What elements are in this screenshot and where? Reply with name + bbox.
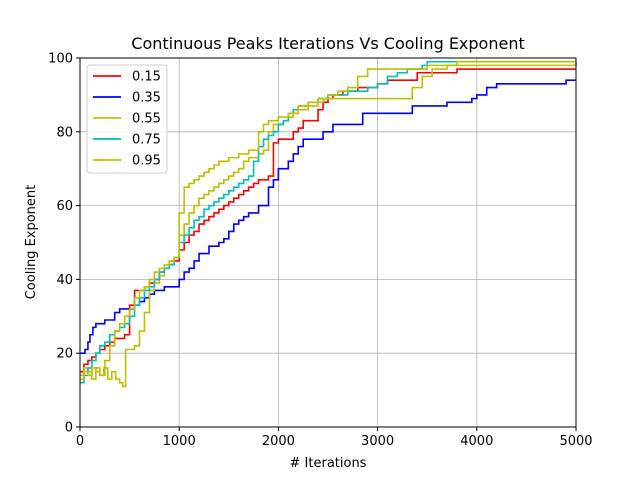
x-tick-label: 0 (76, 434, 84, 449)
x-tick-label: 5000 (559, 434, 592, 449)
x-axis-ticks: 0 1000 2000 3000 4000 5000 (76, 427, 593, 449)
series-lines (80, 60, 577, 388)
y-tick-label: 40 (56, 273, 73, 288)
x-tick-label: 1000 (163, 434, 196, 449)
chart-title: Continuous Peaks Iterations Vs Cooling E… (131, 34, 524, 53)
y-axis-label: Cooling Exponent (24, 185, 39, 300)
series-line-4 (80, 60, 576, 380)
plot-frame (79, 57, 577, 428)
y-tick-label: 20 (56, 347, 73, 362)
series-line-1 (80, 79, 576, 354)
x-tick-label: 2000 (262, 434, 295, 449)
y-axis-ticks: 0 20 40 60 80 100 (48, 52, 80, 436)
legend-label-1: 0.35 (132, 91, 161, 106)
y-tick-label: 60 (56, 199, 73, 214)
x-tick-label: 4000 (460, 434, 493, 449)
y-tick-label: 0 (65, 421, 73, 436)
legend-label-0: 0.15 (132, 70, 161, 85)
y-tick-label: 100 (48, 52, 73, 67)
legend-label-3: 0.75 (132, 133, 161, 148)
legend: 0.15 0.35 0.55 0.75 0.95 (86, 64, 168, 174)
legend-box (86, 64, 168, 174)
legend-label-2: 0.55 (132, 112, 161, 127)
x-tick-label: 3000 (361, 434, 394, 449)
x-axis-label: # Iterations (290, 456, 367, 471)
legend-label-4: 0.95 (132, 154, 161, 169)
y-tick-label: 80 (56, 125, 73, 140)
